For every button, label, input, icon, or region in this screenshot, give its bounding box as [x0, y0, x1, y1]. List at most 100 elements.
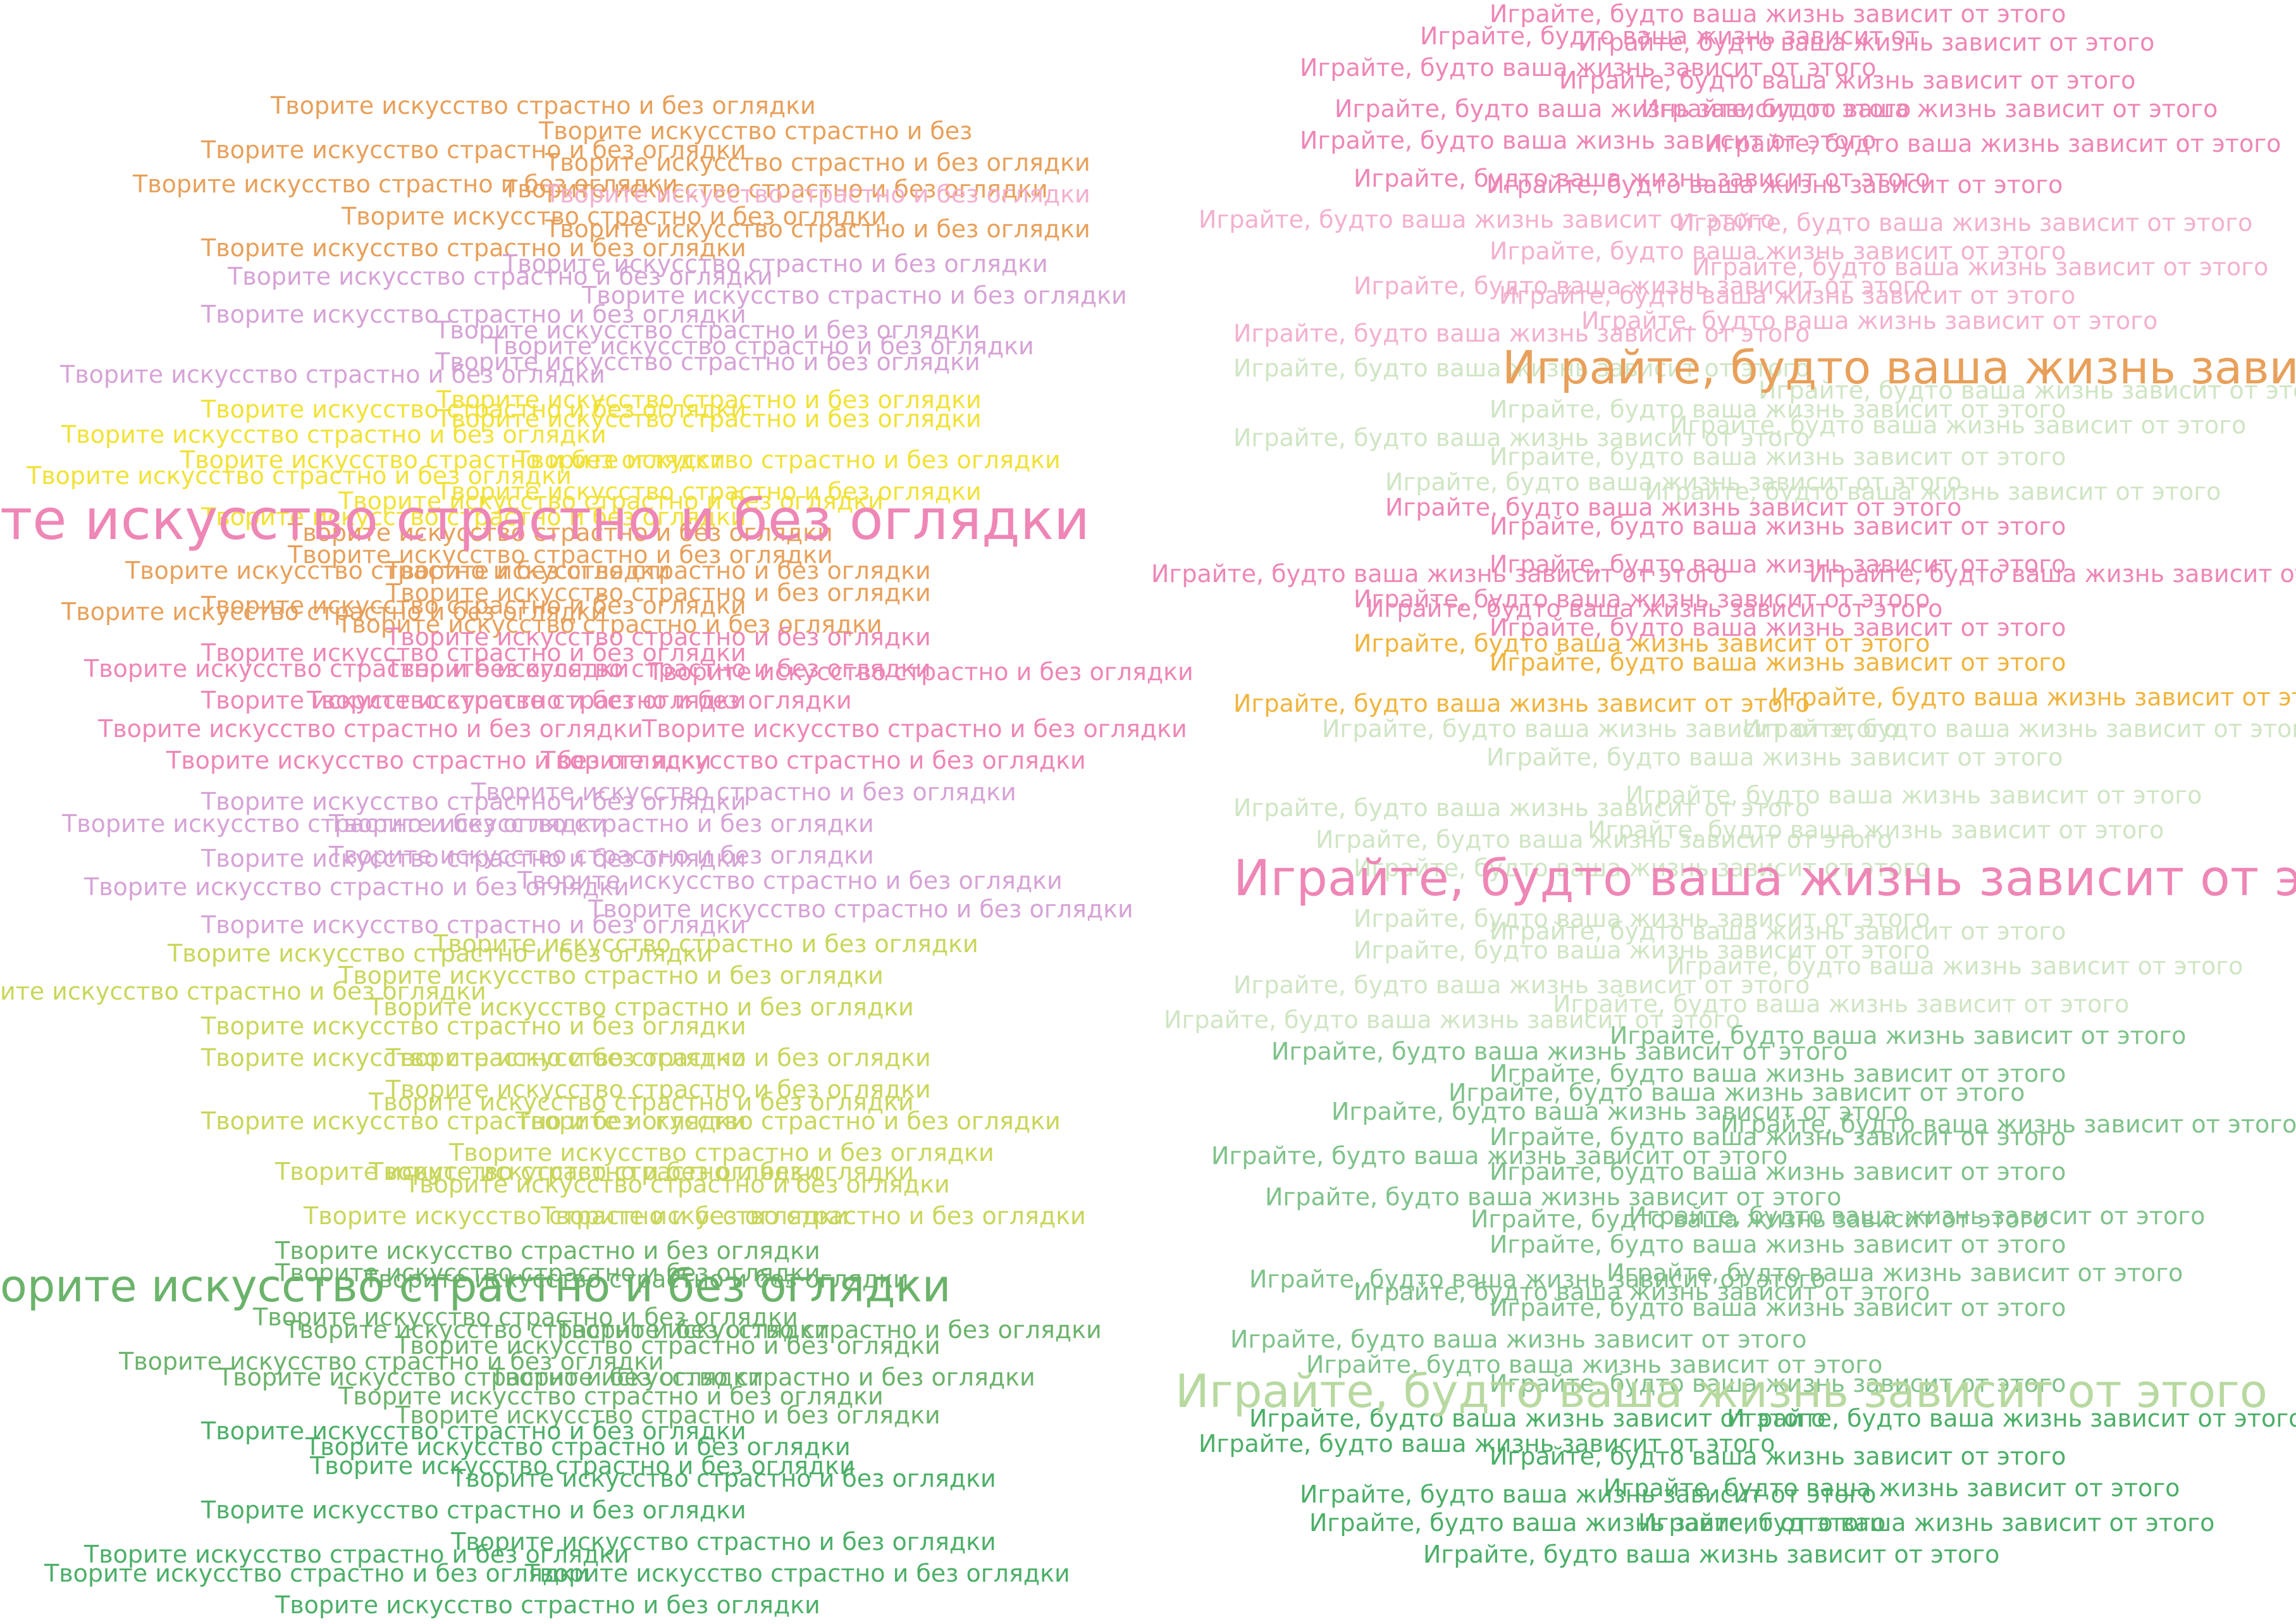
right-phrase: Играйте, будто ваша жизнь зависит от это… — [1249, 1265, 1826, 1293]
right-phrase: Играйте, будто ваша жизнь зависит от это… — [1354, 629, 1930, 657]
right-phrase: Играйте, будто ваша жизнь зависит от это… — [1354, 585, 1930, 613]
right-phrase: Играйте, будто ваша жизнь зависит от это… — [1490, 395, 2066, 423]
left-phrase: Творите искусство страстно и без оглядки — [306, 1433, 851, 1461]
right-phrase: Играйте, будто ваша жизнь зависит от это… — [1490, 1442, 2066, 1470]
left-phrase: Творите искусство страстно и без оглядки — [541, 747, 1086, 774]
right-phrase: Играйте, будто ваша жизнь зависит от это… — [1490, 443, 2066, 471]
right-phrase: Играйте, будто ваша жизнь зависит от это… — [1316, 826, 1892, 853]
right-phrase: Играйте, будто ваша жизнь зависит от это… — [1720, 1110, 2296, 1138]
left-phrase: Творите искусство страстно и без оглядки — [201, 1417, 746, 1445]
left-phrase: Творите искусство страстно и без оглядки — [201, 592, 746, 619]
right-phrase: Играйте, будто ваша жизнь зависит от это… — [1490, 614, 2066, 642]
right-phrase: Играйте, будто ваша жизнь зависит от это… — [1490, 237, 2066, 265]
left-phrase: Творите искусство страстно и без оглядки — [451, 1528, 996, 1556]
left-phrase: Творите искусство страстно и без оглядки — [310, 1452, 855, 1480]
right-phrase: Играйте, будто ваша жизнь зависит от это… — [1233, 424, 1810, 452]
left-phrase: Творите искусство страстно и без оглядки — [201, 845, 746, 872]
left-phrase: Творите искусство страстно и без оглядки — [490, 1363, 1035, 1391]
left-phrase: Творите искусство страстно и без оглядки — [201, 136, 746, 164]
left-phrase: Творите искусство страстно и без оглядки — [253, 1303, 798, 1331]
right-phrase: Играйте, будто ваша жизнь зависит от это… — [1809, 560, 2296, 588]
right-phrase: Играйте, будто ваша жизнь зависит от это… — [1199, 1430, 1775, 1458]
right-phrase: Играйте, будто ваша жизнь зависит от это… — [1490, 0, 2066, 28]
left-phrase: Творите искусство страстно и без оглядки — [288, 519, 833, 547]
left-phrase: Творите искусство страстно и без оглядки — [369, 993, 914, 1021]
left-phrase: Творите искусство страстно и без оглядки — [201, 1107, 746, 1135]
left-phrase: Творите искусство страстно и без оглядки — [369, 1088, 914, 1116]
right-phrase: Играйте, будто ваша жизнь зависит от это… — [1559, 66, 2136, 94]
left-phrase: Творите искусство страстно и без оглядки — [218, 1363, 763, 1391]
right-phrase: Играйте, будто ваша жизнь зависит от это… — [1385, 468, 1962, 496]
left-phrase: Творите искусство страстно и без оглядки — [271, 92, 816, 120]
left-phrase: Творите искусство страстно и без оглядки — [435, 348, 980, 376]
left-phrase: Творите искусство страстно и без оглядки — [60, 361, 605, 388]
right-phrase: Играйте, будто ваша жизнь зависит от это… — [1490, 1060, 2066, 1088]
right-phrase: Играйте, будто ваша жизнь зависит от это… — [1490, 1123, 2066, 1151]
right-phrase: Играйте, будто ваша жизнь зависит от это… — [1423, 1540, 2000, 1568]
right-phrase: Играйте, будто ваша жизнь зависит от это… — [1490, 1230, 2066, 1258]
right-phrase: Играйте, будто ваша жизнь зависит от это… — [1211, 1142, 1788, 1170]
right-phrase: Играйте, будто ваша жизнь зависит от это… — [1354, 164, 1930, 192]
left-phrase: Творите искусство страстно и без оглядки — [369, 1158, 914, 1186]
right-phrase: Играйте, будто ваша жизнь зависит от это… — [1490, 917, 2066, 945]
left-phrase: Творите искусство страстно и без оглядки — [84, 873, 629, 901]
left-phrase: Творите искусство страстно и без оглядки — [285, 1316, 830, 1344]
left-phrase: Творите искусство страстно и без оглядки — [201, 686, 746, 714]
left-phrase: Творите искусство страстно и без оглядки — [275, 1158, 820, 1186]
left-phrase: Творите искусство страстно и без оглядки — [84, 655, 629, 683]
left-phrase: Творите искусство страстно и без оглядки — [98, 715, 643, 743]
right-phrase: Играйте, будто ваша жизнь зависит от это… — [1249, 1404, 1826, 1432]
left-phrase: Творите искусство страстно и без оглядки — [166, 747, 712, 774]
right-phrase: Играйте, будто ваша жизнь зависит от это… — [1610, 1022, 2187, 1050]
left-phrase: Творите искусство страстно и без оглядки — [201, 911, 746, 939]
right-phrase: Играйте, будто ваша жизнь зависит от это… — [1233, 794, 1810, 822]
left-phrase: Творите искусство страстно и без оглядки — [201, 788, 746, 815]
left-phrase: Творите искусство страстно и без оглядки — [405, 1170, 950, 1198]
left-phrase: Творите искусство страстно и без оглядки — [545, 180, 1090, 208]
right-phrase: Играйте, будто ваша жизнь зависит от это… — [1448, 1079, 2025, 1106]
right-phrase: Играйте, будто ваша жизнь зависит от это… — [1499, 282, 2076, 309]
right-phrase: Играйте, будто ваша жизнь зависит от это… — [1553, 990, 2130, 1018]
left-phrase: Творите искусство страстно и без оглядки — [642, 715, 1187, 743]
left-phrase: Творите искусство страстно и без оглядки — [84, 1540, 629, 1568]
right-phrase: Играйте, будто ваша жизнь зависит от это — [1233, 850, 2296, 907]
left-phrase: Творите искусство страстно и без оглядки — [588, 895, 1133, 923]
left-phrase: Творите искусство страстно и без оглядки — [168, 939, 713, 967]
right-phrase: Играйте, будто ваша жизнь зависит от это… — [1705, 130, 2281, 158]
left-phrase: Творите искусство страстно и без оглядки — [386, 579, 931, 607]
right-phrase: Играйте, будто ваша жизнь зависит от это… — [1490, 512, 2066, 540]
left-phrase: Творите искусство страстно и без оглядки — [525, 1559, 1070, 1587]
left-phrase: Творите искусство страстно и без оглядки — [337, 611, 882, 638]
left-phrase: Творите искусство страстно и без оглядки — [471, 778, 1016, 806]
right-phrase: Играйте, будто ваша жизнь зависит от это… — [1233, 319, 1810, 347]
right-phrase: Играйте, будто ваша жизнь зависит от это… — [1175, 1365, 2268, 1418]
right-phrase: Играйте, будто ваша жизнь зависит от это… — [1354, 905, 1930, 933]
left-phrase: Творите искусство страстно и без оглядки — [201, 639, 746, 667]
right-phrase: Играйте, будто ваша жизнь зависит от это… — [1164, 1006, 1741, 1034]
right-phrase: Играйте, будто ваша жизнь зависит от это… — [1490, 1158, 2066, 1186]
right-phrase: Играйте, будто ваша жизнь зависит от это… — [1638, 1509, 2215, 1537]
right-phrase: Играйте, будто ваша жизнь зависит от это… — [1385, 493, 1962, 521]
right-phrase: Играйте, будто ваша жизнь зависит от это… — [1300, 1480, 1877, 1508]
left-phrase: Творите искусство страстно и без оглядки — [386, 1075, 931, 1103]
left-phrase: Творите искусство страстно и без оглядки — [61, 598, 607, 626]
right-phrase: Играйте, будто ваша жизнь зависит от это… — [1641, 95, 2218, 123]
left-phrase: Творите искусство страстно и без оглядки — [133, 170, 678, 198]
right-phrase: Играйте, будто ваша жизнь зависит от это… — [1670, 411, 2247, 439]
right-phrase: Играйте, будто ваша жизнь зависит от это… — [1354, 936, 1930, 964]
right-phrase: Играйте, будто ваша жизнь зависит от это… — [1490, 648, 2066, 676]
left-phrase: Творите искусство страстно и без оглядки — [201, 1044, 746, 1072]
right-phrase: Играйте, будто ваша жизнь зависит от это… — [1322, 715, 1899, 743]
right-phrase: Играйте, будто ваша жизнь зависит от это… — [1335, 95, 1911, 123]
left-phrase: орите искусство страстно и без оглядки — [0, 1260, 951, 1312]
left-phrase: Творите искусство страстно и без оглядки — [386, 623, 931, 651]
right-phrase: Играйте, будто ваша жизнь зависит от это… — [1771, 683, 2296, 711]
left-phrase: Творите искусство страстно и без оглядки — [541, 1202, 1086, 1230]
left-phrase: Творите искусство страстно и без оглядки — [449, 1139, 994, 1167]
right-phrase: Играйте, будто ваша жизнь зависит от это… — [1667, 952, 2244, 980]
right-phrase: Играйте, будто ваша жизнь зависит от это… — [1309, 1509, 1886, 1537]
left-phrase: Творите искусство страстно и без оглядки — [119, 1348, 664, 1375]
left-phrase: Творите искусство страстно и без оглядки — [125, 557, 670, 585]
right-phrase: Играйте, будто ваша жизнь зависит от это… — [1486, 171, 2063, 199]
left-phrase: Творите искусство страстно и без оглядки — [329, 841, 874, 869]
